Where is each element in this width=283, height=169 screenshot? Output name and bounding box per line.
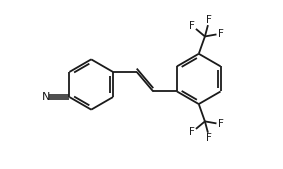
Text: F: F — [189, 127, 195, 137]
Text: F: F — [218, 119, 224, 129]
Text: F: F — [189, 21, 195, 31]
Text: F: F — [206, 15, 212, 25]
Text: F: F — [206, 132, 212, 143]
Text: N: N — [42, 92, 50, 102]
Text: F: F — [218, 29, 224, 39]
